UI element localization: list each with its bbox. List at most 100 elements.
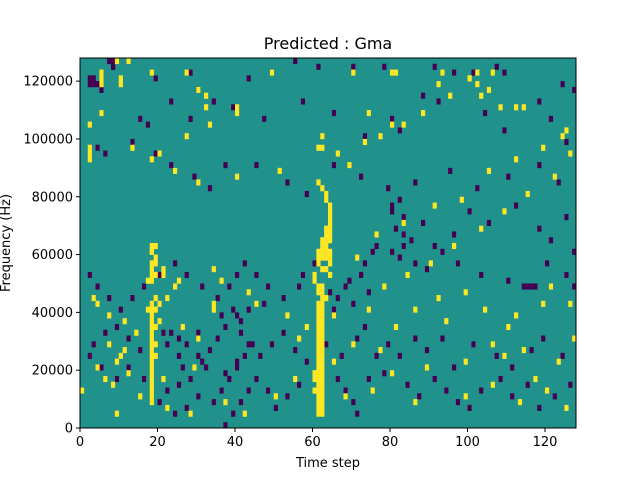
- heatmap-cell-high: [95, 300, 100, 307]
- heatmap-cell-high: [483, 306, 488, 313]
- heatmap-cell-high: [490, 341, 495, 348]
- heatmap-cell-high: [153, 295, 158, 302]
- heatmap-cell-low: [401, 214, 406, 221]
- heatmap-cell-high: [351, 69, 356, 76]
- heatmap-cell-high: [111, 381, 116, 388]
- heatmap-cell-high: [324, 243, 329, 250]
- heatmap-cell-high: [149, 312, 154, 319]
- heatmap-cell-low: [99, 364, 104, 371]
- heatmap-cell-high: [316, 387, 321, 394]
- heatmap-cell-high: [149, 352, 154, 359]
- heatmap-cell-low: [397, 127, 402, 134]
- heatmap-cell-high: [153, 254, 158, 261]
- heatmap-cell-low: [312, 260, 317, 267]
- heatmap-cell-low: [382, 370, 387, 377]
- heatmap-cell-high: [91, 295, 96, 302]
- heatmap-cell-low: [281, 295, 286, 302]
- heatmap-cell-high: [568, 300, 573, 307]
- heatmap-cell-high: [413, 399, 418, 406]
- heatmap-cell-low: [568, 381, 573, 388]
- heatmap-cell-high: [273, 393, 278, 400]
- heatmap-cell-high: [328, 208, 333, 215]
- heatmap-cell-low: [359, 173, 364, 180]
- heatmap-cell-low: [138, 347, 143, 354]
- chart-title: Predicted : Gma: [264, 34, 392, 53]
- x-tick-label: 120: [533, 435, 558, 450]
- heatmap-cell-high: [320, 133, 325, 140]
- heatmap-cell-low: [374, 243, 379, 250]
- heatmap-cell-low: [246, 75, 251, 82]
- heatmap-cell-high: [316, 323, 321, 331]
- heatmap-cell-low: [405, 381, 410, 388]
- heatmap-cell-low: [556, 179, 561, 186]
- heatmap-cell-high: [316, 370, 321, 377]
- heatmap-cell-high: [320, 318, 325, 325]
- heatmap-cell-low: [533, 283, 538, 290]
- heatmap-cell-low: [413, 179, 418, 186]
- heatmap-cell-low: [452, 69, 457, 76]
- heatmap-cell-low: [467, 208, 472, 215]
- heatmap-cell-high: [362, 138, 368, 146]
- heatmap-cell-low: [424, 266, 430, 273]
- heatmap-cell-low: [111, 58, 116, 65]
- heatmap-cell-high: [541, 144, 546, 151]
- heatmap-cell-low: [219, 387, 224, 394]
- heatmap-cell-high: [114, 410, 120, 417]
- heatmap-cell-low: [238, 399, 244, 406]
- heatmap-cell-low: [126, 335, 131, 342]
- heatmap-cell-high: [366, 306, 371, 313]
- heatmap-cell-high: [467, 75, 472, 82]
- heatmap-cell-high: [235, 104, 240, 111]
- heatmap-cell-high: [556, 358, 561, 365]
- heatmap-cell-high: [413, 306, 418, 313]
- heatmap-cell-high: [463, 393, 468, 400]
- heatmap-cell-low: [223, 323, 228, 331]
- heatmap-cell-low: [176, 352, 182, 359]
- heatmap-cell-high: [149, 69, 154, 76]
- heatmap-cell-high: [545, 387, 550, 394]
- heatmap-cell-high: [324, 295, 329, 302]
- heatmap-cell-low: [564, 214, 569, 221]
- heatmap-cell-low: [471, 69, 476, 76]
- heatmap-cell-low: [285, 179, 290, 186]
- heatmap-cell-high: [324, 231, 329, 238]
- heatmap-cell-high: [316, 300, 321, 307]
- heatmap-cell-low: [169, 329, 174, 336]
- x-tick-label: 60: [304, 435, 321, 450]
- heatmap-cell-high: [463, 289, 468, 296]
- heatmap-cell-high: [316, 306, 321, 313]
- heatmap-cell-low: [215, 335, 220, 342]
- heatmap-cell-low: [262, 300, 267, 307]
- heatmap-cell-low: [153, 75, 158, 82]
- heatmap-cell-low: [471, 341, 476, 348]
- heatmap-cell-high: [316, 335, 321, 342]
- heatmap-cell-low: [486, 219, 492, 226]
- heatmap-cell-low: [390, 208, 395, 215]
- heatmap-cell-low: [254, 162, 259, 169]
- heatmap-cell-high: [440, 69, 445, 76]
- heatmap-cell-high: [184, 69, 189, 76]
- heatmap-cell-low: [219, 312, 224, 319]
- heatmap-cell-high: [479, 92, 484, 99]
- heatmap-cell-low: [118, 306, 123, 313]
- heatmap-cell-high: [328, 237, 333, 244]
- heatmap-cell-high: [393, 323, 399, 331]
- heatmap-cell-high: [324, 254, 329, 261]
- heatmap-cell-high: [498, 104, 503, 111]
- heatmap-cell-low: [494, 352, 499, 359]
- heatmap-cell-high: [153, 341, 158, 348]
- heatmap-cell-low: [386, 185, 391, 192]
- heatmap-cell-high: [393, 69, 399, 76]
- heatmap-cell-high: [328, 231, 333, 238]
- heatmap-cell-high: [99, 110, 104, 117]
- heatmap-cell-high: [176, 277, 182, 284]
- heatmap-cell-high: [533, 375, 538, 383]
- heatmap-cell-low: [359, 271, 364, 278]
- heatmap-cell-low: [180, 364, 185, 371]
- heatmap-cell-low: [204, 364, 209, 371]
- heatmap-cell-high: [316, 375, 321, 383]
- heatmap-cell-high: [277, 167, 282, 174]
- heatmap-cell-low: [331, 306, 337, 313]
- heatmap-cell-low: [564, 138, 569, 146]
- heatmap-cell-high: [502, 208, 507, 215]
